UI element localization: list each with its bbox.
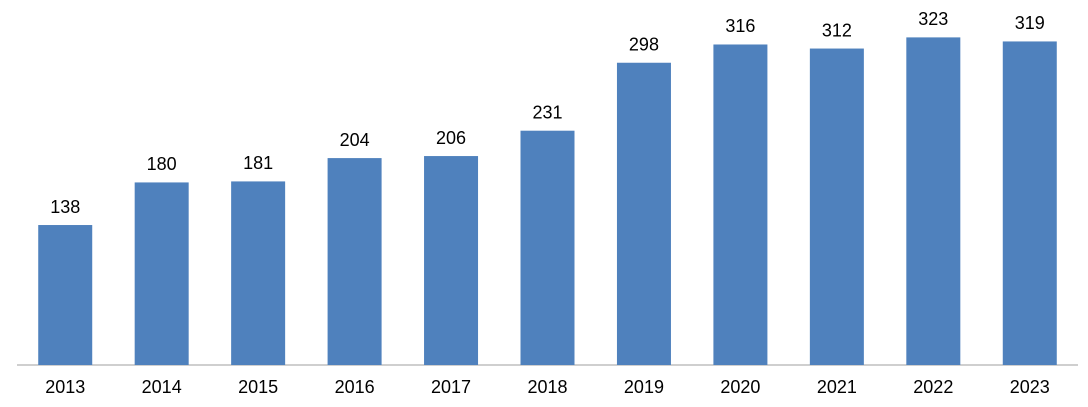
data-label: 319: [1015, 13, 1045, 33]
data-label: 323: [918, 9, 948, 29]
data-label: 138: [50, 197, 80, 217]
data-label: 181: [243, 153, 273, 173]
bar: [616, 62, 671, 365]
bar: [520, 130, 575, 365]
bar: [231, 181, 286, 365]
bar: [38, 225, 93, 365]
x-tick-label: 2022: [913, 377, 953, 397]
data-label: 312: [822, 20, 852, 40]
bar: [809, 48, 864, 366]
data-label: 316: [725, 16, 755, 36]
x-tick-label: 2020: [720, 377, 760, 397]
x-tick-label: 2019: [624, 377, 664, 397]
bar: [1002, 41, 1057, 365]
x-tick-label: 2015: [238, 377, 278, 397]
x-tick-label: 2014: [142, 377, 182, 397]
bar: [327, 158, 382, 365]
data-label: 206: [436, 128, 466, 148]
x-tick-label: 2016: [335, 377, 375, 397]
bar: [424, 156, 479, 365]
x-tick-label: 2013: [45, 377, 85, 397]
x-tick-label: 2023: [1010, 377, 1050, 397]
bar: [134, 182, 189, 365]
bar: [713, 44, 768, 365]
bar: [906, 37, 961, 366]
data-label: 180: [147, 154, 177, 174]
x-tick-label: 2017: [431, 377, 471, 397]
data-label: 298: [629, 34, 659, 54]
x-tick-label: 2021: [817, 377, 857, 397]
data-label: 231: [532, 102, 562, 122]
data-label: 204: [340, 130, 370, 150]
x-tick-label: 2018: [527, 377, 567, 397]
